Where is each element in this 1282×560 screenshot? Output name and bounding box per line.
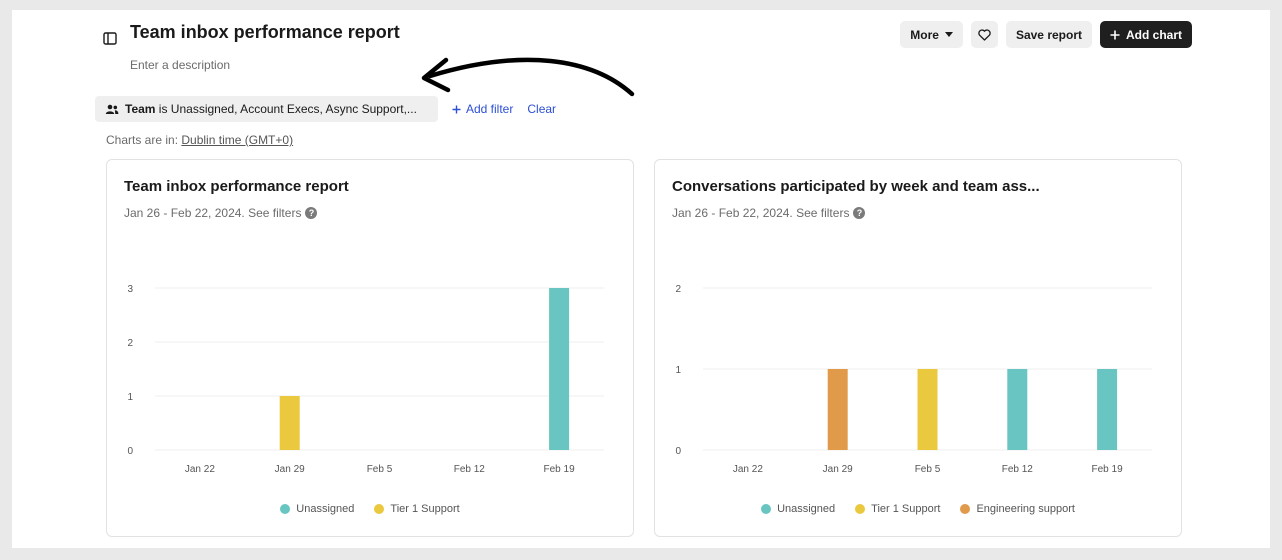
caret-down-icon bbox=[944, 32, 953, 37]
page-title[interactable]: Team inbox performance report bbox=[130, 22, 400, 42]
x-tick-label: Jan 29 bbox=[275, 464, 305, 475]
chart-subtitle: Jan 26 - Feb 22, 2024. See filters ? bbox=[672, 206, 866, 220]
heart-icon bbox=[978, 28, 991, 41]
chart-plot: 0 1 2 3 Jan 22 Jan 29 Feb 5 Feb 12 Feb 19 bbox=[127, 284, 604, 475]
more-label: More bbox=[910, 27, 939, 42]
x-tick-label: Feb 5 bbox=[367, 464, 393, 475]
legend-dot-icon bbox=[761, 504, 772, 514]
add-chart-label: Add chart bbox=[1125, 27, 1182, 42]
y-tick-label: 1 bbox=[675, 365, 681, 376]
legend-item[interactable]: Unassigned bbox=[761, 503, 835, 515]
x-tick-label: Feb 19 bbox=[1092, 464, 1124, 475]
bar-tier-1-support bbox=[917, 369, 938, 450]
bar-unassigned bbox=[1007, 369, 1028, 450]
bar-tier-1-support bbox=[279, 396, 300, 450]
sidebar-toggle-icon[interactable] bbox=[102, 30, 118, 46]
legend-label: Tier 1 Support bbox=[390, 503, 460, 515]
chart-legend: Unassigned Tier 1 Support bbox=[107, 503, 633, 515]
legend-item[interactable]: Engineering support bbox=[960, 503, 1075, 515]
legend-label: Unassigned bbox=[296, 503, 355, 515]
bar-engineering-support bbox=[827, 369, 848, 450]
plus-icon bbox=[452, 105, 461, 113]
x-tick-label: Feb 12 bbox=[1002, 464, 1034, 475]
y-tick-label: 2 bbox=[675, 284, 681, 295]
date-range: Jan 26 - Feb 22, 2024. See filters bbox=[124, 206, 302, 220]
legend-dot-icon bbox=[960, 504, 971, 514]
clear-filters-button[interactable]: Clear bbox=[527, 102, 556, 116]
chart-plot: 0 1 2 Jan 22 Jan 29 Feb 5 Feb 12 Feb 19 bbox=[675, 284, 1152, 475]
legend-item[interactable]: Tier 1 Support bbox=[855, 503, 940, 515]
x-tick-label: Feb 19 bbox=[544, 464, 576, 475]
favorite-button[interactable] bbox=[970, 21, 998, 48]
y-tick-label: 0 bbox=[127, 446, 133, 457]
clear-label: Clear bbox=[527, 102, 557, 116]
plus-icon bbox=[1110, 30, 1120, 39]
chart-subtitle: Jan 26 - Feb 22, 2024. See filters ? bbox=[124, 206, 318, 220]
chart-legend: Unassigned Tier 1 Support Engineering supp… bbox=[655, 503, 1181, 515]
chart-card[interactable]: Conversations participated by week and t… bbox=[654, 159, 1182, 537]
timezone-note: Charts are in: Dublin time (GMT+0) bbox=[106, 133, 293, 147]
report-page: Team inbox performance report Enter a de… bbox=[12, 10, 1270, 548]
date-range: Jan 26 - Feb 22, 2024. See filters bbox=[672, 206, 850, 220]
chart-title[interactable]: Conversations participated by week and t… bbox=[672, 178, 1040, 195]
add-filter-button[interactable]: Add filter bbox=[452, 102, 513, 116]
x-tick-label: Jan 29 bbox=[823, 464, 853, 475]
legend-item[interactable]: Unassigned bbox=[280, 503, 354, 515]
legend-item[interactable]: Tier 1 Support bbox=[374, 503, 460, 515]
legend-dot-icon bbox=[374, 504, 385, 514]
filter-value: is Unassigned, Account Execs, Async Supp… bbox=[155, 102, 417, 116]
timezone-link[interactable]: Dublin time (GMT+0) bbox=[181, 133, 294, 147]
chart-title[interactable]: Team inbox performance report bbox=[124, 178, 349, 195]
y-tick-label: 0 bbox=[675, 446, 681, 457]
legend-dot-icon bbox=[855, 504, 866, 514]
help-icon[interactable]: ? bbox=[305, 207, 318, 219]
bar-unassigned bbox=[1097, 369, 1118, 450]
timezone-prefix: Charts are in: bbox=[106, 133, 182, 147]
help-icon[interactable]: ? bbox=[853, 207, 866, 219]
more-button[interactable]: More bbox=[900, 21, 963, 48]
x-tick-label: Jan 22 bbox=[185, 464, 215, 475]
legend-dot-icon bbox=[280, 504, 291, 514]
report-toolbar: More Save report Add chart bbox=[900, 21, 1192, 48]
annotation-arrow bbox=[421, 57, 635, 97]
legend-label: Unassigned bbox=[777, 503, 836, 515]
add-filter-label: Add filter bbox=[466, 102, 514, 116]
add-chart-button[interactable]: Add chart bbox=[1099, 21, 1192, 48]
y-tick-label: 3 bbox=[127, 284, 133, 295]
y-tick-label: 2 bbox=[127, 338, 133, 349]
legend-label: Engineering support bbox=[976, 503, 1075, 515]
bar-unassigned bbox=[549, 288, 570, 450]
team-icon bbox=[105, 104, 119, 114]
description-field[interactable]: Enter a description bbox=[130, 58, 231, 72]
chart-card[interactable]: Team inbox performance report Jan 26 - F… bbox=[106, 159, 634, 537]
x-tick-label: Feb 5 bbox=[915, 464, 941, 475]
save-report-label: Save report bbox=[1015, 27, 1082, 42]
x-tick-label: Feb 12 bbox=[454, 464, 486, 475]
filter-field: Team bbox=[125, 102, 156, 116]
y-tick-label: 1 bbox=[127, 392, 133, 403]
team-filter-chip[interactable]: Team is Unassigned, Account Execs, Async… bbox=[95, 96, 438, 122]
x-tick-label: Jan 22 bbox=[733, 464, 763, 475]
save-report-button[interactable]: Save report bbox=[1005, 21, 1092, 48]
legend-label: Tier 1 Support bbox=[871, 503, 941, 515]
filter-bar: Team is Unassigned, Account Execs, Async… bbox=[95, 96, 556, 122]
